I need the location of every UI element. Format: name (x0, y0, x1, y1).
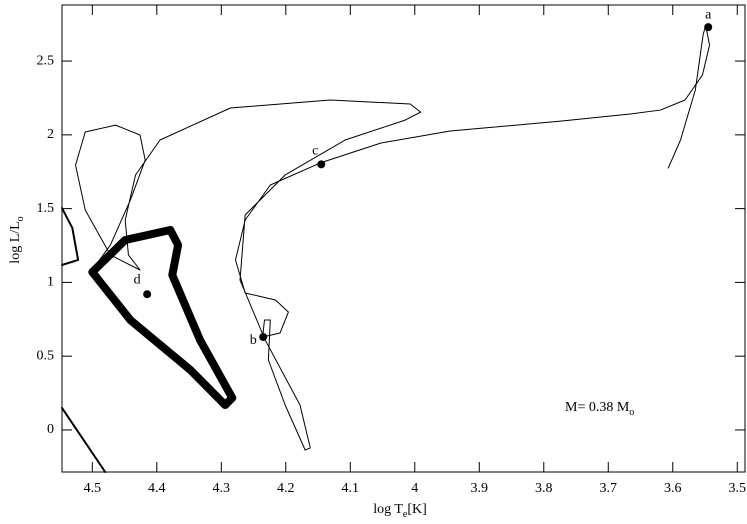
y-tick-label: 0 (47, 422, 54, 437)
y-label-sub: o (15, 216, 26, 221)
x-tick-label: 3.8 (535, 481, 553, 496)
x-label-sub: e (403, 509, 408, 520)
y-tick-label: 1 (47, 275, 54, 290)
annotation-main: M= 0.38 M (565, 400, 630, 415)
track-line (88, 226, 237, 410)
y-label-main: log L/L (8, 221, 23, 263)
x-tick-label: 3.5 (729, 481, 747, 496)
x-tick-label: 3.6 (664, 481, 682, 496)
point-label: c (312, 144, 318, 159)
annotation-sub: o (629, 407, 634, 418)
annotation: M= 0.38 Mo (565, 400, 634, 418)
x-tick-label: 4 (411, 481, 418, 496)
x-tick-label: 4.5 (84, 481, 102, 496)
x-tick-label: 4.4 (148, 481, 166, 496)
x-tick-label: 4.2 (277, 481, 295, 496)
plot-frame (61, 4, 746, 473)
x-axis-label: log Te[K] (373, 502, 427, 520)
y-tick-label: 2 (47, 127, 54, 142)
x-label-unit: [K] (407, 502, 426, 517)
point (317, 160, 326, 169)
y-axis-label: log L/Lo (8, 216, 26, 263)
x-tick-label: 3.7 (600, 481, 618, 496)
point (143, 290, 152, 299)
point-label: d (134, 272, 141, 287)
point (259, 332, 268, 341)
y-tick-label: 0.5 (37, 348, 55, 363)
track-line (61, 207, 107, 473)
x-tick-label: 4.3 (213, 481, 231, 496)
point-label: a (705, 7, 712, 22)
x-label-main: log T (373, 502, 403, 517)
point (704, 23, 713, 32)
x-tick-label: 3.9 (471, 481, 489, 496)
x-tick-label: 4.1 (342, 481, 360, 496)
y-tick-label: 2.5 (37, 53, 55, 68)
y-tick-label: 1.5 (37, 201, 55, 216)
track-line (75, 24, 711, 451)
point-label: b (250, 333, 257, 348)
